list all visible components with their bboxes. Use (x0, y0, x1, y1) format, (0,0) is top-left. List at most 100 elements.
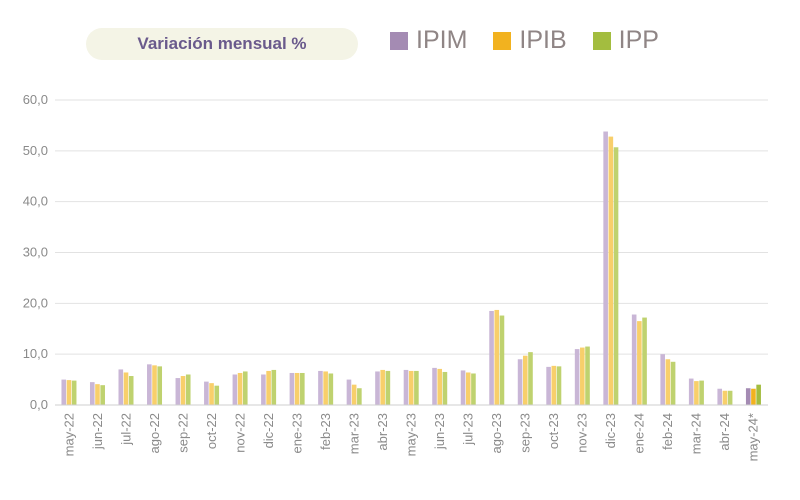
x-tick-label: oct-22 (204, 413, 219, 449)
y-tick-label: 50,0 (23, 143, 48, 158)
x-tick-label: ago-23 (489, 413, 504, 453)
bar-ipim (118, 369, 124, 405)
bar-ipib (751, 388, 756, 405)
bar-ipim (631, 314, 637, 405)
bar-ipib (95, 384, 100, 405)
legend-swatch-ipim (390, 31, 408, 50)
bar-ipib (351, 384, 357, 405)
bar-ipp (385, 370, 391, 405)
bar-ipim (717, 388, 723, 405)
bar-ipim (89, 382, 95, 405)
x-tick-label: jun-23 (432, 413, 447, 450)
bar-ipib (551, 365, 557, 405)
x-tick-label: abr-24 (717, 413, 732, 451)
bar-ipp (300, 372, 305, 405)
bar-ipp (185, 374, 191, 405)
bar-ipib (152, 365, 157, 405)
x-tick-label: mar-24 (689, 413, 704, 454)
x-tick-label: oct-23 (546, 413, 561, 449)
bar-ipib (694, 381, 699, 405)
bar-ipim (546, 366, 551, 405)
x-tick-label: sep-22 (175, 413, 190, 453)
x-tick-label: abr-23 (375, 413, 390, 451)
bar-ipp (328, 373, 334, 405)
x-tick-label: dic-23 (603, 413, 618, 448)
bar-ipp (670, 361, 676, 405)
bar-ipp (414, 370, 419, 405)
bar-ipim (517, 359, 523, 405)
legend-label-ipp: IPP (618, 26, 659, 54)
y-tick-label: 40,0 (23, 194, 48, 209)
bar-ipp (242, 371, 248, 405)
legend-item-ipp: IPP (592, 26, 659, 55)
bar-ipim (318, 370, 323, 405)
legend-label-ipim: IPIM (416, 26, 468, 54)
bar-ipib (722, 390, 728, 405)
bar-ipp (699, 380, 704, 405)
y-axis-ticks: 0,0 10,0 20,0 30,0 40,0 50,0 60,0 (23, 92, 48, 412)
bar-ipp (71, 380, 77, 405)
bar-ipim (574, 349, 580, 405)
bar-ipib (580, 347, 585, 405)
bar-ipim (432, 367, 437, 405)
bar-ipim (603, 131, 608, 405)
bar-ipp (100, 385, 105, 405)
bar-ipim (745, 388, 751, 405)
bar-ipib (380, 369, 385, 405)
bar-ipib (294, 372, 300, 405)
bar-ipim (688, 378, 694, 405)
x-tick-label: feb-23 (318, 413, 333, 450)
bar-ipp (613, 147, 619, 405)
bar-ipib (494, 309, 500, 405)
bar-ipp (642, 317, 647, 405)
legend-swatch-ipib (493, 31, 512, 50)
bar-ipp (128, 376, 134, 405)
x-tick-label: may-22 (61, 413, 76, 456)
bar-ipib (665, 359, 671, 405)
x-tick-label: nov-22 (232, 413, 247, 453)
bar-ipim (403, 369, 409, 405)
bar-ipp (471, 373, 476, 405)
x-tick-label: jul-22 (118, 413, 133, 446)
x-tick-label: dic-22 (261, 413, 276, 448)
x-tick-label: may-24* (746, 413, 761, 461)
x-tick-label: ago-22 (147, 413, 162, 453)
chart-title: Variación mensual % (137, 34, 307, 53)
bar-ipim (204, 381, 209, 405)
y-tick-label: 60,0 (23, 92, 48, 107)
bar-ipp (214, 385, 220, 405)
x-tick-label: sep-23 (518, 413, 533, 453)
legend-item-ipib: IPIB (493, 26, 567, 55)
bar-ipp (585, 346, 590, 405)
legend: IPIM IPIB IPP (390, 26, 685, 55)
bar-ipp (756, 384, 761, 405)
bar-ipib (180, 376, 186, 405)
bar-ipim (61, 379, 67, 405)
x-tick-label: jul-23 (461, 413, 476, 446)
bar-ipib (408, 370, 414, 405)
legend-swatch-ipp (592, 31, 611, 50)
bar-ipp (499, 315, 505, 405)
bar-ipib (123, 372, 129, 405)
bar-ipp (157, 366, 163, 405)
y-tick-label: 30,0 (23, 245, 48, 260)
bar-ipib (266, 370, 271, 405)
legend-label-ipib: IPIB (519, 26, 567, 54)
bar-ipim (460, 370, 466, 405)
x-tick-label: jun-22 (90, 413, 105, 450)
x-tick-label: ene-24 (632, 413, 647, 453)
bar-ipp (442, 371, 448, 405)
legend-item-ipim: IPIM (390, 26, 467, 55)
bar-ipib (437, 368, 443, 405)
x-tick-label: feb-24 (660, 413, 675, 450)
bar-ipim (147, 364, 152, 405)
x-tick-label: may-23 (404, 413, 419, 456)
bar-ipim (232, 374, 238, 405)
bar-ipp (556, 366, 562, 405)
bar-ipim (261, 374, 266, 405)
y-tick-label: 10,0 (23, 346, 48, 361)
bar-ipim (175, 378, 181, 405)
bars (55, 131, 768, 406)
bar-ipim (346, 379, 352, 405)
